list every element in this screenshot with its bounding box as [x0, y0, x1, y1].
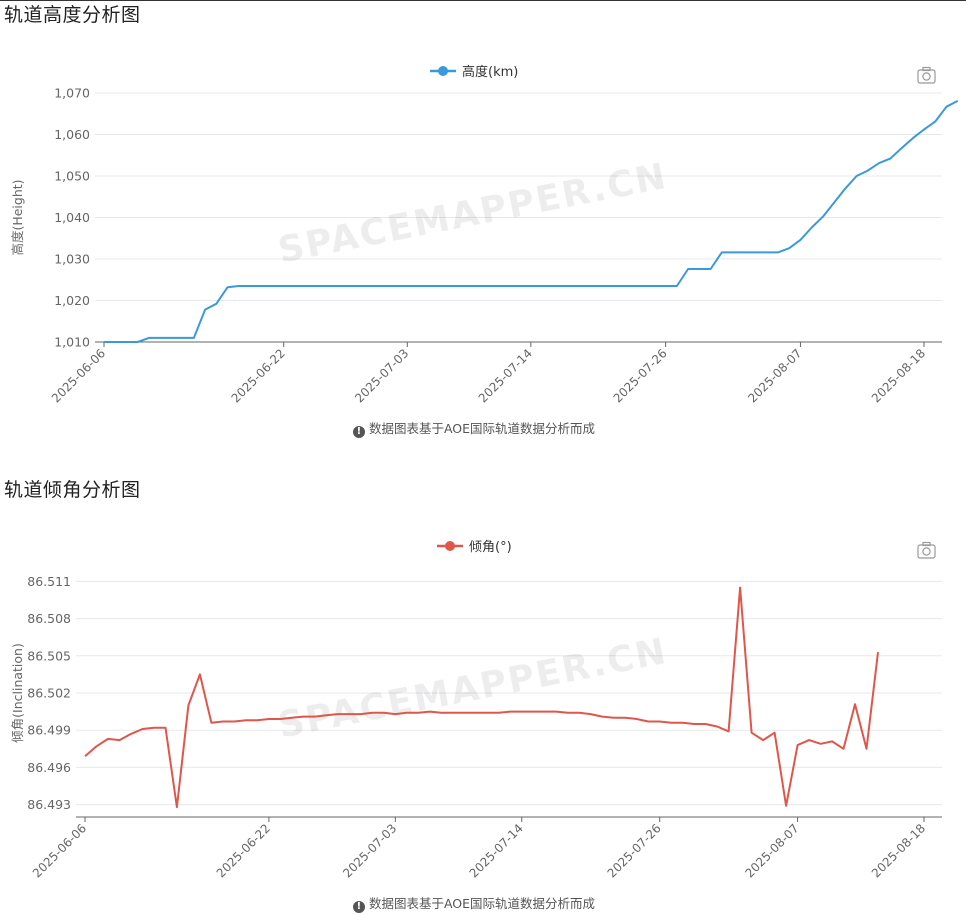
inclination-footnote: ! 数据图表基于AOE国际轨道数据分析而成 — [0, 893, 948, 913]
x-tick-label: 2025-07-26 — [605, 821, 664, 880]
y-tick-label: 1,060 — [54, 127, 90, 142]
x-tick-label: 2025-06-22 — [214, 821, 273, 880]
legend-marker — [445, 541, 455, 551]
x-tick-label: 2025-06-22 — [229, 346, 288, 405]
info-icon: ! — [352, 901, 365, 913]
x-tick-label: 2025-07-14 — [476, 346, 535, 405]
y-tick-label: 1,030 — [54, 252, 90, 267]
inclination-section-title: 轨道倾角分析图 — [4, 479, 141, 501]
x-tick-label: 2025-07-14 — [467, 821, 526, 880]
camera-body — [917, 544, 936, 559]
camera-lens — [922, 547, 931, 556]
x-tick-label: 2025-08-07 — [745, 346, 804, 405]
y-tick-label: 86.508 — [27, 611, 71, 626]
height-footnote-text: 数据图表基于AOE国际轨道数据分析而成 — [368, 421, 596, 436]
y-tick-label: 1,050 — [54, 169, 90, 184]
legend-label: 高度(km) — [462, 64, 518, 80]
y-tick-label: 86.505 — [27, 648, 71, 663]
camera-icon[interactable] — [917, 66, 936, 84]
y-axis-label: 高度(Height) — [10, 179, 25, 255]
x-tick-label: 2025-08-18 — [869, 821, 928, 880]
inclination-footnote-text: 数据图表基于AOE国际轨道数据分析而成 — [368, 896, 596, 911]
y-tick-label: 86.502 — [27, 686, 71, 701]
legend: 倾角(°) — [437, 540, 512, 555]
height-footnote: ! 数据图表基于AOE国际轨道数据分析而成 — [0, 418, 948, 438]
inclination-chart: 86.493 86.496 86.499 86.502 86.505 86.508 86.5… — [10, 540, 942, 880]
y-tick-label: 86.496 — [27, 760, 71, 775]
x-tick-label: 2025-08-07 — [742, 821, 801, 880]
y-tick-label: 1,070 — [54, 86, 90, 101]
y-tick-label: 86.511 — [27, 574, 71, 589]
y-tick-label: 1,020 — [54, 293, 90, 308]
y-tick-label: 1,010 — [54, 335, 90, 350]
camera-icon[interactable] — [917, 541, 936, 559]
x-tick-label: 2025-08-18 — [869, 346, 928, 405]
info-icon: ! — [352, 426, 365, 438]
x-tick-label: 2025-07-26 — [611, 346, 670, 405]
legend-marker — [438, 66, 448, 76]
y-tick-label: 1,040 — [54, 210, 90, 225]
height-section-title: 轨道高度分析图 — [4, 4, 141, 26]
watermark: SPACEMAPPER.CN — [275, 156, 671, 272]
x-tick-label: 2025-07-03 — [352, 346, 411, 405]
legend-label: 倾角(°) — [469, 540, 512, 555]
series-line — [104, 100, 959, 343]
y-axis-label: 倾角(Inclination) — [10, 643, 25, 743]
camera-lens — [922, 72, 931, 81]
camera-top — [922, 541, 931, 547]
watermark: SPACEMAPPER.CN — [275, 631, 671, 747]
y-tick-label: 86.493 — [27, 797, 71, 812]
legend: 高度(km) — [430, 64, 518, 80]
x-tick-label: 2025-07-03 — [340, 821, 399, 880]
camera-body — [917, 69, 936, 84]
height-chart: 1,010 1,020 1,030 1,040 1,050 1,060 1,070 2025-… — [10, 64, 959, 405]
x-tick-label: 2025-06-06 — [49, 346, 108, 405]
x-tick-label: 2025-06-06 — [30, 821, 89, 880]
top-border — [0, 0, 966, 1]
series-line — [84, 586, 879, 809]
camera-top — [922, 66, 931, 72]
y-tick-label: 86.499 — [27, 723, 71, 738]
